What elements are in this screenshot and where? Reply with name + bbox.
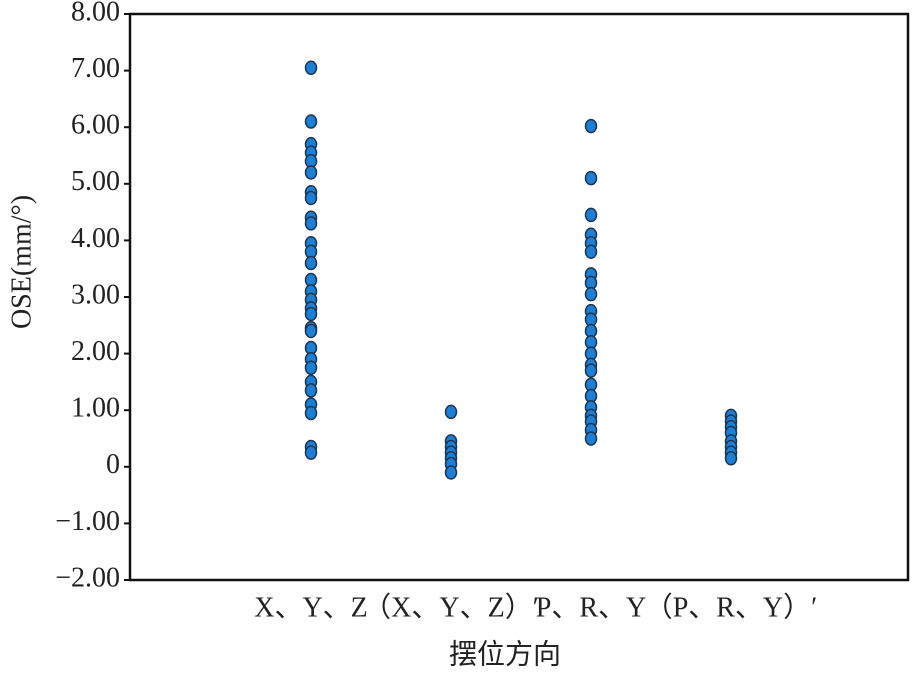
point bbox=[444, 465, 458, 480]
point bbox=[584, 170, 598, 186]
point bbox=[584, 244, 598, 259]
y-tick-label: 1.00 bbox=[71, 393, 120, 424]
x-axis-label: 摆位方向 bbox=[449, 638, 561, 670]
point bbox=[304, 216, 318, 231]
y-tick-label: 5.00 bbox=[71, 166, 120, 197]
x-tick-label: （X、Y、Z）′ bbox=[363, 591, 539, 623]
point bbox=[584, 363, 598, 378]
point bbox=[304, 114, 318, 129]
x-tick-label: （P、R、Y）′ bbox=[645, 591, 818, 623]
point bbox=[304, 323, 318, 339]
point bbox=[584, 118, 598, 134]
y-tick-label: 8.00 bbox=[71, 0, 120, 27]
x-tick-label: X、Y、Z bbox=[254, 592, 368, 623]
y-tick-label: 6.00 bbox=[71, 110, 120, 141]
y-tick-label: 0 bbox=[106, 449, 120, 480]
x-tick-label: P、R、Y bbox=[536, 592, 646, 623]
point bbox=[304, 60, 318, 76]
point bbox=[304, 306, 318, 322]
point bbox=[304, 445, 318, 460]
point bbox=[584, 207, 598, 223]
y-tick-label: −1.00 bbox=[55, 506, 120, 537]
point bbox=[584, 431, 598, 446]
y-tick-label: 3.00 bbox=[71, 279, 120, 310]
plot-frame bbox=[128, 12, 910, 582]
point bbox=[304, 165, 318, 180]
y-tick-label: 2.00 bbox=[71, 336, 120, 367]
point bbox=[304, 383, 318, 398]
point bbox=[444, 404, 458, 420]
point bbox=[304, 255, 318, 271]
y-axis-label: OSE(mm/°) bbox=[6, 195, 37, 329]
point bbox=[584, 286, 598, 302]
point bbox=[304, 190, 318, 206]
y-tick-label: −2.00 bbox=[55, 562, 120, 593]
y-tick-label: 4.00 bbox=[71, 223, 120, 254]
y-tick-label: 7.00 bbox=[71, 53, 120, 84]
point bbox=[304, 405, 318, 421]
point bbox=[724, 451, 738, 466]
point bbox=[304, 360, 318, 375]
